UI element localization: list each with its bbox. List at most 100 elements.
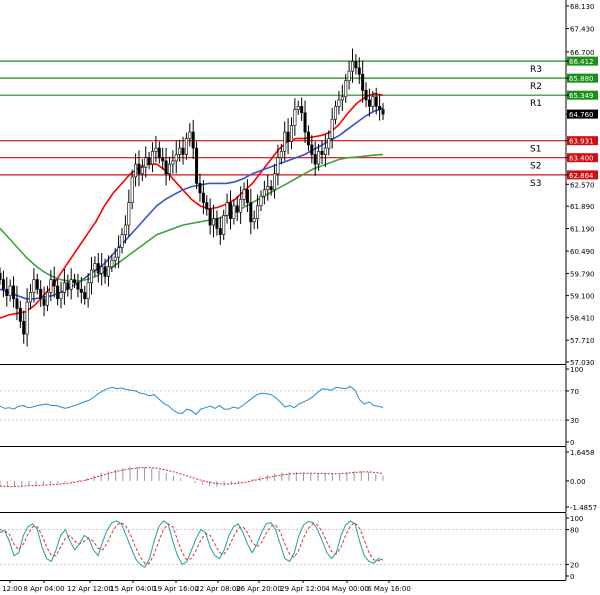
candle-body: [130, 176, 134, 203]
price-tick-label: 59.790: [570, 270, 595, 278]
candle-body: [218, 227, 222, 235]
last-price-box: [567, 109, 598, 119]
candle-body: [323, 147, 327, 155]
price-tick-label: 67.430: [570, 25, 595, 33]
level-name-r2: R2: [530, 82, 542, 92]
time-tick-label: 6 May 16:00: [367, 585, 411, 593]
candle-body: [147, 157, 151, 165]
candle-body: [350, 61, 354, 72]
candle-body: [208, 208, 212, 226]
oscillator-1-line: [0, 385, 384, 415]
oscillator-1-series: [0, 385, 384, 415]
oscillator-2-tick-label: 1.6458: [570, 449, 595, 457]
candle-body: [181, 147, 185, 155]
candle-body: [106, 266, 110, 277]
candle-body: [0, 272, 2, 280]
moving-average-line: [0, 153, 384, 283]
oscillator-1-tick-label: 0: [570, 439, 574, 447]
candle-body: [283, 131, 287, 152]
level-price-label: 62.864: [569, 172, 594, 180]
level-price-box: [567, 136, 598, 146]
candle-body: [164, 160, 168, 175]
candle-body: [103, 266, 107, 277]
candle-body: [228, 202, 232, 219]
candle-body: [178, 147, 182, 155]
level-price-label: 63.931: [569, 138, 594, 146]
candle-body: [154, 147, 158, 152]
price-tick-label: 66.700: [570, 49, 595, 57]
candle-body: [59, 292, 63, 300]
time-tick-label: 26 Apr 20:00: [236, 585, 282, 593]
price-tick-label: 59.100: [570, 293, 595, 301]
oscillator-2-tick-label: -1.4857: [570, 504, 597, 512]
candle-body: [347, 70, 351, 82]
candle-body: [198, 183, 202, 194]
oscillator-1-tick-label: 30: [570, 417, 579, 425]
price-tick-label: 61.890: [570, 203, 595, 211]
candle-body: [367, 99, 371, 107]
moving-average-line: [0, 92, 384, 319]
candle-body: [12, 285, 16, 300]
time-tick-label: 12 Apr 12:00: [67, 585, 113, 593]
candle-body: [235, 205, 239, 213]
candle-body: [327, 138, 331, 149]
oscillator-1-tick-label: 100: [570, 366, 583, 374]
candle-body: [171, 160, 175, 165]
price-panel: R3 66.412 R2 65.880 R1 65.349 S1 63.931 S2 63.400…: [0, 0, 598, 367]
candle-body: [52, 279, 56, 287]
oscillator-3-series: [0, 521, 384, 564]
candle-body: [249, 202, 253, 223]
candle-body: [212, 218, 216, 226]
candle-body: [364, 90, 368, 101]
candle-body: [354, 61, 358, 69]
candle-body: [266, 186, 270, 191]
candle-body: [361, 74, 365, 91]
candle-body: [252, 218, 256, 223]
oscillator-3-series: [0, 520, 384, 569]
candle-body: [215, 218, 219, 229]
candle-body: [286, 131, 290, 142]
signal-line: [0, 467, 384, 487]
candle-body: [276, 157, 280, 175]
level-labels: R3 66.412 R2 65.880 R1 65.349 S1 63.931 S2 63.400…: [530, 56, 598, 189]
candle-body: [32, 279, 36, 293]
candle-body: [320, 150, 324, 155]
candle-body: [374, 96, 378, 107]
time-tick-label: 29 Apr 12:00: [280, 585, 326, 593]
candle-body: [191, 131, 195, 149]
candle-body: [313, 154, 317, 165]
level-price-label: 66.412: [569, 58, 594, 66]
candle-body: [66, 282, 70, 290]
candle-body: [134, 163, 138, 178]
candle-body: [56, 285, 60, 300]
time-tick-label: 4 May 00:00: [325, 585, 369, 593]
price-tick-label: 60.490: [570, 248, 595, 256]
candlesticks: [0, 48, 385, 347]
price-tick-label: 57.030: [570, 359, 595, 367]
oscillator-3-panel: 100 80 20 0: [0, 513, 583, 581]
candle-body: [25, 301, 29, 335]
price-tick-label: 57.710: [570, 337, 595, 345]
candle-body: [8, 285, 12, 296]
candle-body: [117, 247, 121, 258]
candle-body: [293, 109, 297, 126]
time-tick-label: 22 Apr 08:00: [195, 585, 241, 593]
candle-body: [144, 157, 148, 168]
candle-body: [113, 256, 117, 261]
time-tick-label: 19 Apr 16:00: [153, 585, 199, 593]
candle-body: [381, 109, 385, 115]
level-name-s1: S1: [530, 145, 541, 155]
oscillator-3-lines: [0, 520, 384, 569]
price-tick-label: 62.570: [570, 181, 595, 189]
candle-body: [256, 205, 260, 219]
level-name-r3: R3: [530, 65, 542, 75]
candle-body: [35, 279, 39, 290]
candle-body: [334, 106, 338, 120]
oscillator-2-signal: [0, 467, 384, 487]
candle-body: [96, 263, 100, 274]
candle-body: [22, 320, 26, 335]
candle-body: [371, 96, 375, 107]
candle-body: [174, 154, 178, 162]
level-name-s3: S3: [530, 179, 541, 189]
